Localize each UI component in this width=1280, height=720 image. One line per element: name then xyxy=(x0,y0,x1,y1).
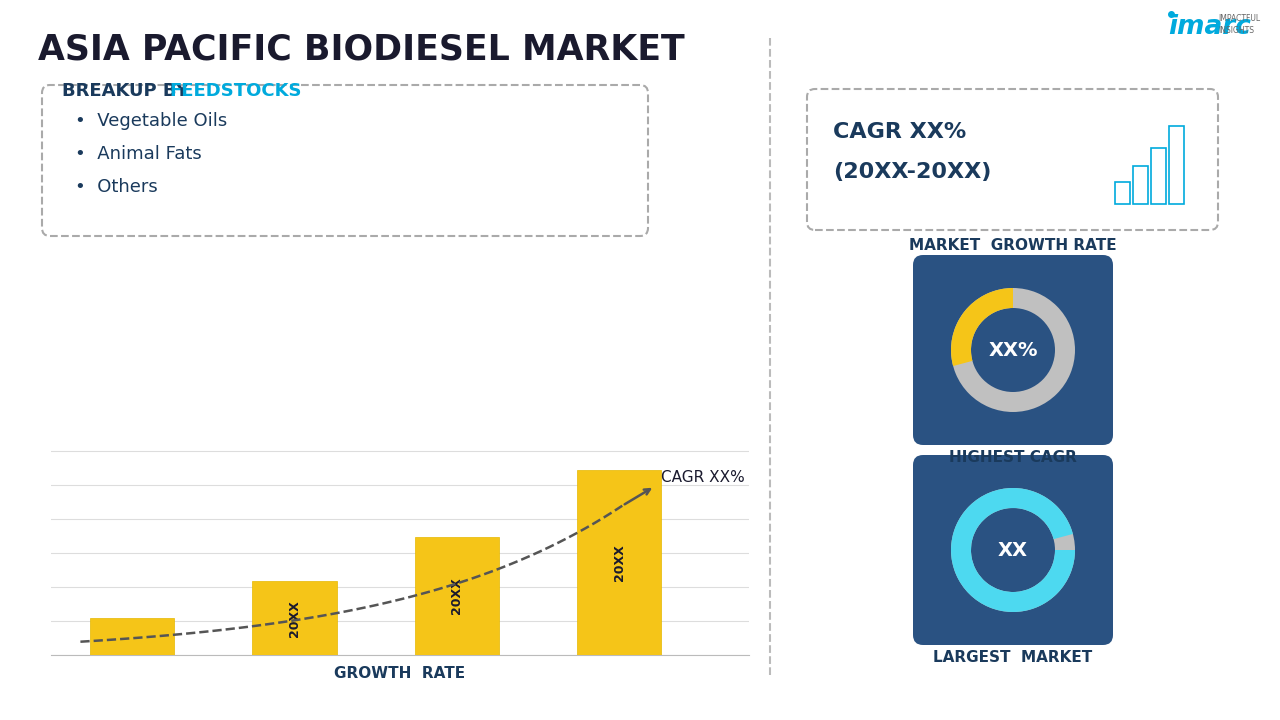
Text: ASIA PACIFIC BIODIESEL MARKET: ASIA PACIFIC BIODIESEL MARKET xyxy=(38,32,685,66)
Text: MARKET  GROWTH RATE: MARKET GROWTH RATE xyxy=(909,238,1117,253)
FancyBboxPatch shape xyxy=(913,255,1114,445)
FancyBboxPatch shape xyxy=(1151,148,1166,204)
Text: •  Others: • Others xyxy=(76,178,157,196)
Bar xyxy=(90,618,174,655)
Text: 20XX: 20XX xyxy=(451,577,463,614)
Text: XX%: XX% xyxy=(988,341,1038,359)
FancyBboxPatch shape xyxy=(913,455,1114,645)
Text: 20XX: 20XX xyxy=(613,544,626,581)
Text: IMPACTFUL
INSIGHTS: IMPACTFUL INSIGHTS xyxy=(1219,14,1260,35)
FancyBboxPatch shape xyxy=(1169,126,1184,204)
FancyBboxPatch shape xyxy=(806,89,1219,230)
Text: HIGHEST CAGR: HIGHEST CAGR xyxy=(948,450,1076,465)
Text: XX: XX xyxy=(998,541,1028,559)
Text: CAGR XX%: CAGR XX% xyxy=(662,470,745,485)
Wedge shape xyxy=(951,488,1075,612)
Text: BREAKUP BY: BREAKUP BY xyxy=(61,82,195,100)
Wedge shape xyxy=(951,288,1075,412)
Wedge shape xyxy=(951,488,1075,612)
FancyBboxPatch shape xyxy=(1115,182,1130,204)
Text: •  Animal Fats: • Animal Fats xyxy=(76,145,202,163)
FancyBboxPatch shape xyxy=(42,85,648,236)
Wedge shape xyxy=(951,288,1012,366)
Text: imarc: imarc xyxy=(1169,14,1251,40)
Bar xyxy=(415,536,499,655)
Text: FEEDSTOCKS: FEEDSTOCKS xyxy=(169,82,302,100)
FancyBboxPatch shape xyxy=(1133,166,1148,204)
Text: (20XX-20XX): (20XX-20XX) xyxy=(833,162,992,182)
Text: 20XX: 20XX xyxy=(288,600,301,636)
X-axis label: GROWTH  RATE: GROWTH RATE xyxy=(334,666,466,681)
Bar xyxy=(577,470,662,655)
Bar xyxy=(252,581,337,655)
Text: CAGR XX%: CAGR XX% xyxy=(833,122,966,142)
Text: •  Vegetable Oils: • Vegetable Oils xyxy=(76,112,228,130)
Text: LARGEST  MARKET: LARGEST MARKET xyxy=(933,650,1093,665)
